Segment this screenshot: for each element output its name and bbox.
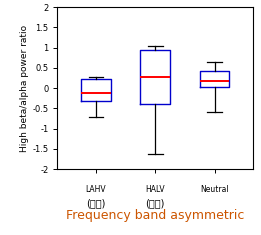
Text: Neutral: Neutral [200,185,229,194]
Text: (긍정): (긍정) [86,198,106,208]
Text: HALV: HALV [145,185,165,194]
Text: LAHV: LAHV [86,185,106,194]
Text: (부정): (부정) [146,198,165,208]
X-axis label: Frequency band asymmetric: Frequency band asymmetric [66,209,245,222]
Y-axis label: High beta/alpha power ratio: High beta/alpha power ratio [21,25,29,152]
